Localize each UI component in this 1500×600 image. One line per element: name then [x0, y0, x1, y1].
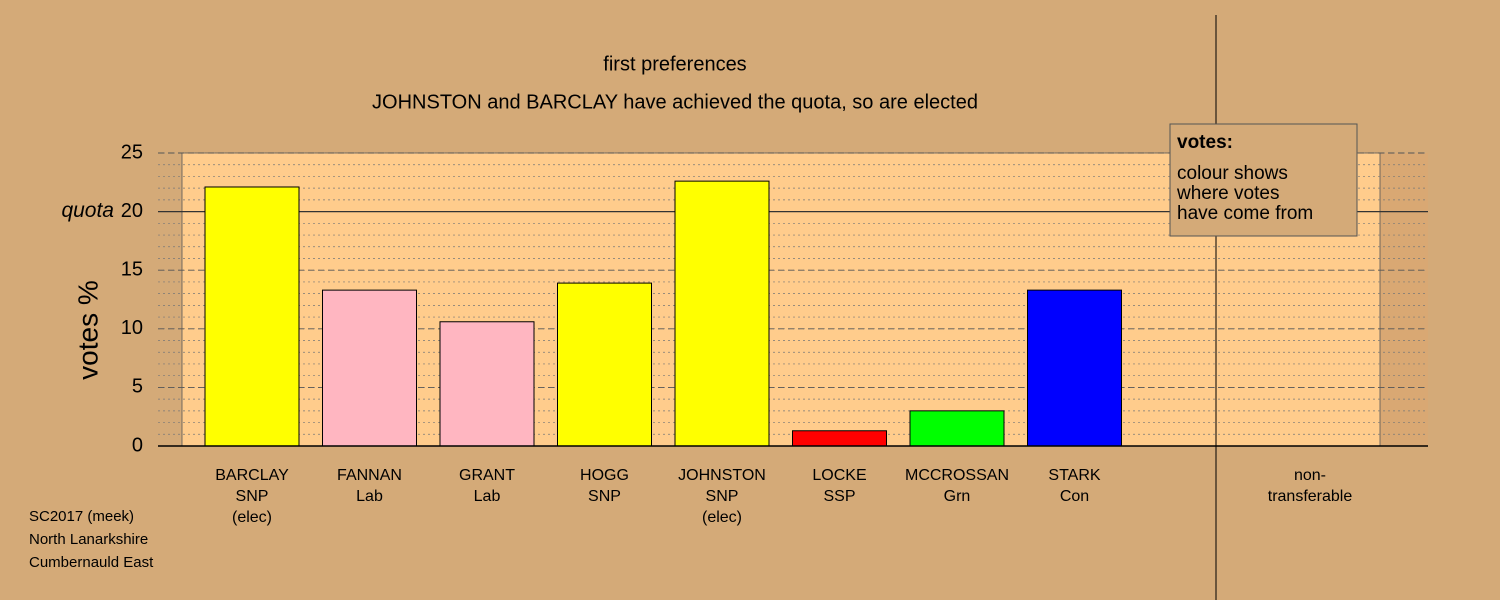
y-tick-label: 15 [121, 258, 143, 280]
x-tick-label: Con [1060, 488, 1089, 505]
footer-text: North Lanarkshire [29, 531, 148, 548]
x-tick-label: MCCROSSAN [905, 467, 1009, 484]
x-tick-label: non- [1294, 467, 1326, 484]
quota-label: quota [61, 199, 114, 222]
x-tick-label: Lab [356, 488, 383, 505]
legend-text: have come from [1177, 203, 1313, 224]
x-tick-label: LOCKE [812, 467, 866, 484]
footer-text: Cumbernauld East [29, 554, 154, 571]
chart-title: first preferences [603, 53, 746, 75]
legend: votes: colour shows where votes have com… [1169, 123, 1358, 237]
bar [204, 186, 300, 447]
x-tick-label: BARCLAY [215, 467, 289, 484]
legend-title: votes: [1177, 132, 1233, 153]
x-tick-label: transferable [1268, 488, 1353, 505]
y-axis-label: votes % [72, 280, 103, 380]
x-tick-label: SNP [588, 488, 621, 505]
footer-text: SC2017 (meek) [29, 508, 134, 525]
x-tick-label: FANNAN [337, 467, 402, 484]
bar [792, 430, 887, 447]
y-tick-label: 0 [132, 434, 143, 456]
bar [674, 180, 770, 447]
y-tick-label: 25 [121, 141, 143, 163]
bars [204, 180, 1122, 447]
x-tick-label: GRANT [459, 467, 515, 484]
y-tick-label: 5 [132, 376, 143, 398]
bar [909, 410, 1005, 447]
legend-text: where votes [1176, 183, 1279, 204]
bar [557, 282, 652, 447]
x-tick-label: SSP [823, 488, 855, 505]
x-tick-label: Lab [474, 488, 501, 505]
x-tick-label: SNP [236, 488, 269, 505]
bar [439, 321, 535, 447]
legend-box [1169, 123, 1358, 237]
x-tick-label: HOGG [580, 467, 629, 484]
legend-text: colour shows [1177, 163, 1288, 184]
x-tick-label: JOHNSTON [678, 467, 766, 484]
bar [322, 289, 417, 447]
y-tick-label: 10 [121, 317, 143, 339]
chart-subtitle: JOHNSTON and BARCLAY have achieved the q… [372, 91, 978, 113]
bar [1027, 289, 1122, 447]
x-tick-label: (elec) [702, 509, 742, 526]
x-tick-label: Grn [944, 488, 971, 505]
plot-margin [1380, 153, 1428, 446]
x-tick-label: STARK [1048, 467, 1100, 484]
y-tick-label: 20 [121, 200, 143, 222]
x-tick-label: SNP [706, 488, 739, 505]
x-tick-label: (elec) [232, 509, 272, 526]
